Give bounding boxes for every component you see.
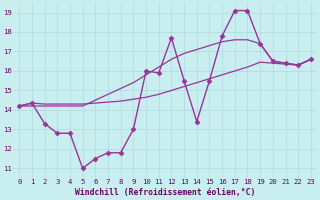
X-axis label: Windchill (Refroidissement éolien,°C): Windchill (Refroidissement éolien,°C)	[75, 188, 255, 197]
